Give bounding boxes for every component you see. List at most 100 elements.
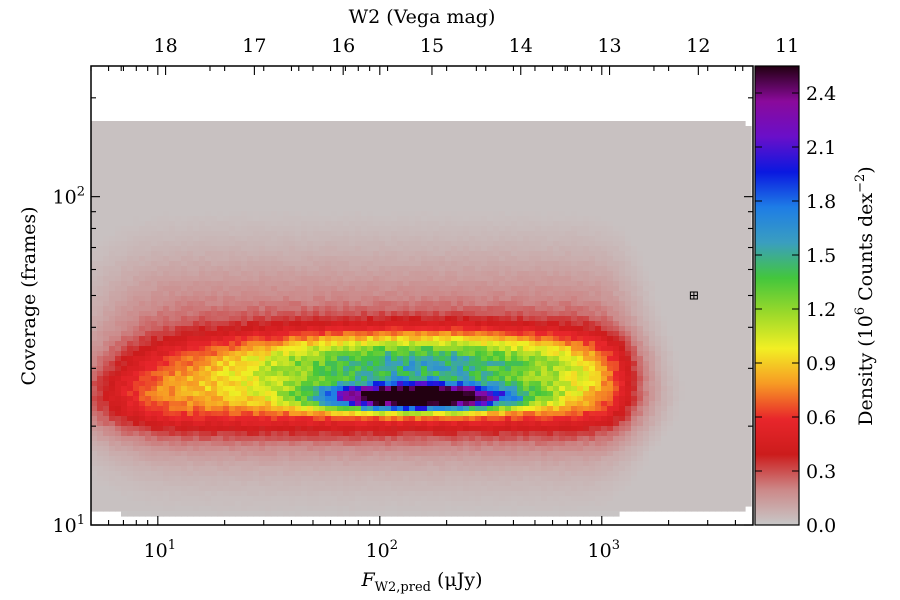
density-cell (313, 291, 320, 297)
density-cell (343, 471, 350, 477)
density-cell (469, 156, 476, 162)
density-cell (361, 171, 368, 177)
density-cell (385, 311, 392, 317)
density-cell (175, 331, 182, 337)
density-cell (397, 331, 404, 337)
density-cell (349, 196, 356, 202)
density-cell (289, 251, 296, 257)
density-cell (409, 366, 416, 372)
density-cell (301, 286, 308, 292)
density-cell (403, 191, 410, 197)
density-cell (133, 241, 140, 247)
density-cell (259, 131, 266, 137)
density-cell (457, 501, 464, 507)
density-cell (115, 431, 122, 437)
density-cell (403, 341, 410, 347)
density-cell (433, 266, 440, 272)
density-cell (169, 486, 176, 492)
density-cell (451, 386, 458, 392)
density-cell (217, 236, 224, 242)
density-cell (427, 371, 434, 377)
density-cell (403, 396, 410, 402)
density-cell (385, 151, 392, 157)
density-cell (265, 256, 272, 262)
density-cell (235, 476, 242, 482)
density-cell (103, 346, 110, 352)
density-cell (265, 301, 272, 307)
density-cell (349, 416, 356, 422)
density-cell (403, 381, 410, 387)
density-cell (391, 381, 398, 387)
density-cell (271, 411, 278, 417)
density-cell (157, 246, 164, 252)
density-cell (337, 371, 344, 377)
density-cell (349, 351, 356, 357)
density-cell (319, 156, 326, 162)
density-cell (217, 436, 224, 442)
density-cell (451, 406, 458, 412)
density-cell (169, 251, 176, 257)
density-cell (145, 331, 152, 337)
density-cell (379, 486, 386, 492)
density-cell (121, 301, 128, 307)
density-cell (319, 286, 326, 292)
density-cell (277, 421, 284, 427)
density-cell (391, 186, 398, 192)
density-cell (415, 136, 422, 142)
density-cell (289, 291, 296, 297)
density-cell (373, 341, 380, 347)
density-cell (463, 351, 470, 357)
density-cell (193, 316, 200, 322)
density-cell (391, 136, 398, 142)
density-cell (295, 356, 302, 362)
density-cell (151, 191, 158, 197)
density-cell (187, 186, 194, 192)
density-cell (253, 136, 260, 142)
density-cell (283, 206, 290, 212)
density-cell (307, 311, 314, 317)
density-cell (361, 351, 368, 357)
density-cell (121, 296, 128, 302)
density-cell (103, 481, 110, 487)
density-cell (271, 371, 278, 377)
density-cell (145, 131, 152, 137)
density-cell (235, 246, 242, 252)
density-cell (223, 331, 230, 337)
density-cell (217, 476, 224, 482)
density-cell (109, 431, 116, 437)
density-cell (187, 436, 194, 442)
density-cell (193, 326, 200, 332)
density-cell (397, 496, 404, 502)
density-cell (373, 161, 380, 167)
density-cell (151, 356, 158, 362)
density-cell (133, 436, 140, 442)
density-cell (139, 121, 146, 127)
density-cell (439, 301, 446, 307)
density-cell (145, 226, 152, 232)
density-cell (133, 421, 140, 427)
density-cell (91, 256, 98, 262)
density-cell (181, 316, 188, 322)
density-cell (355, 421, 362, 427)
density-cell (295, 161, 302, 167)
density-cell (331, 401, 338, 407)
density-cell (259, 241, 266, 247)
density-cell (421, 351, 428, 357)
density-cell (241, 251, 248, 257)
density-cell (421, 221, 428, 227)
density-cell (103, 181, 110, 187)
density-cell (361, 261, 368, 267)
density-cell (277, 326, 284, 332)
density-cell (229, 171, 236, 177)
density-cell (451, 426, 458, 432)
density-cell (439, 171, 446, 177)
density-cell (199, 351, 206, 357)
density-cell (229, 231, 236, 237)
density-cell (415, 216, 422, 222)
density-cell (445, 346, 452, 352)
density-cell (337, 446, 344, 452)
density-cell (337, 381, 344, 387)
density-cell (217, 376, 224, 382)
density-cell (391, 456, 398, 462)
density-cell (205, 491, 212, 497)
